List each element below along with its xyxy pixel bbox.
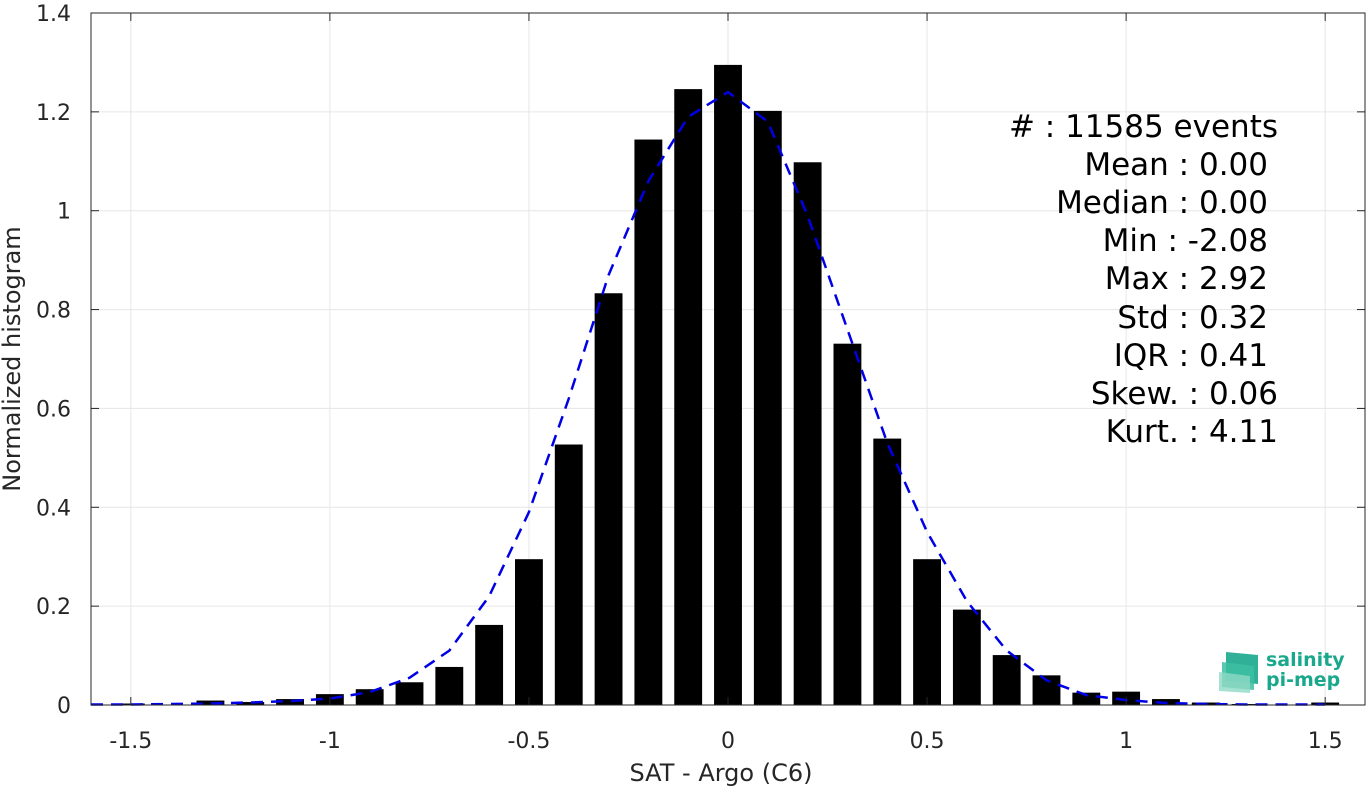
y-tick-label: 0 <box>57 694 71 719</box>
y-axis-label: Normalized histogram <box>0 226 26 491</box>
x-tick-label: 1 <box>1119 729 1133 754</box>
histogram-bar <box>793 162 822 705</box>
histogram-bar <box>196 700 225 705</box>
stats-box: # : 11585 events Mean : 0.00 Median : 0.… <box>1009 109 1278 450</box>
stat-iqr: IQR : 0.41 <box>1114 338 1268 374</box>
stat-count: # : 11585 events <box>1009 109 1278 145</box>
bars <box>116 64 1340 706</box>
histogram-bar <box>554 444 583 705</box>
y-tick-label: 0.8 <box>36 299 71 324</box>
y-tick-label: 1.4 <box>36 2 71 27</box>
histogram-bar <box>435 666 464 705</box>
histogram-bar <box>952 609 981 705</box>
stat-mean: Mean : 0.00 <box>1084 147 1268 183</box>
histogram-bar <box>714 64 742 705</box>
y-tick-label: 1 <box>57 200 71 225</box>
salinity-pi-mep-logo: salinity pi-mep <box>1219 649 1345 693</box>
y-axis-ticks: 0 0.2 0.4 0.6 0.8 1 1.2 1.4 <box>36 2 1365 719</box>
histogram-bar <box>674 89 703 706</box>
stat-kurt: Kurt. : 4.11 <box>1106 414 1278 450</box>
histogram-bar <box>236 702 265 705</box>
histogram-bar <box>276 699 304 705</box>
y-tick-label: 0.4 <box>36 496 71 521</box>
stat-skew: Skew. : 0.06 <box>1091 376 1278 412</box>
x-tick-label: 0 <box>721 729 735 754</box>
wave-logo-icon <box>1219 652 1258 693</box>
logo-line-1: salinity <box>1266 649 1345 671</box>
histogram-bar <box>873 438 902 705</box>
histogram-bar <box>913 559 941 705</box>
y-tick-label: 1.2 <box>36 101 71 126</box>
logo-line-2: pi-mep <box>1266 669 1340 691</box>
fit-curve <box>91 90 1326 706</box>
stat-min: Min : -2.08 <box>1103 223 1268 259</box>
histogram-bar <box>515 559 543 705</box>
histogram-bar <box>475 624 504 705</box>
x-tick-label: 0.5 <box>910 729 945 754</box>
stat-std: Std : 0.32 <box>1117 300 1268 336</box>
x-tick-label: -1 <box>319 729 341 754</box>
x-tick-label: -1.5 <box>109 729 152 754</box>
histogram-bar <box>355 689 384 705</box>
stat-max: Max : 2.92 <box>1105 261 1268 297</box>
x-tick-label: 1.5 <box>1308 729 1343 754</box>
histogram-bar <box>634 139 663 706</box>
x-tick-label: -0.5 <box>507 729 550 754</box>
histogram-bar <box>992 655 1021 705</box>
y-tick-label: 0.6 <box>36 397 71 422</box>
histogram-bar <box>395 682 424 705</box>
y-tick-label: 0.2 <box>36 595 71 620</box>
x-axis-label: SAT - Argo (C6) <box>630 759 813 787</box>
histogram-bar <box>594 293 623 705</box>
stat-median: Median : 0.00 <box>1056 185 1268 221</box>
x-axis-ticks: -1.5 -1 -0.5 0 0.5 1 1.5 <box>109 13 1343 754</box>
histogram-bar <box>833 343 862 705</box>
histogram-bar <box>1072 692 1101 705</box>
histogram-bar <box>753 110 782 705</box>
